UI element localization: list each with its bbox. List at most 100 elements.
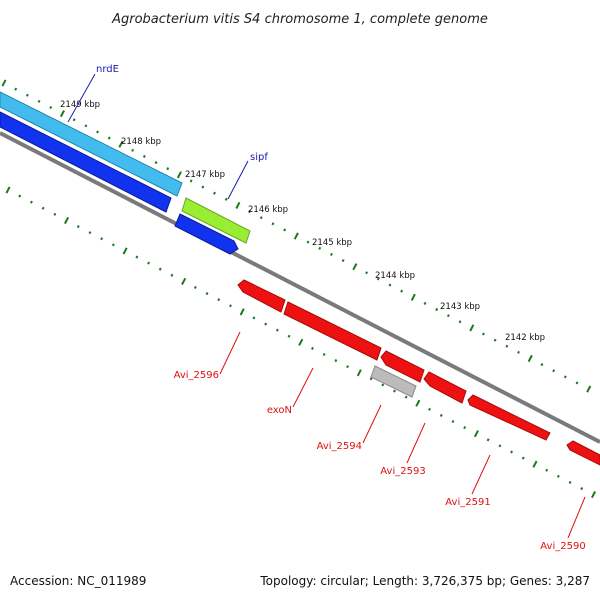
- outer-tick-mark: [435, 307, 439, 312]
- gene-label-exoN[interactable]: exoN: [267, 405, 292, 416]
- cds-forward-1[interactable]: [0, 111, 172, 213]
- gene-label-sipf[interactable]: sipf: [250, 152, 268, 163]
- kbp-label-2148: 2148 kbp: [121, 137, 161, 147]
- outer-tick-ring: [1, 79, 592, 393]
- leader-exoN: [292, 367, 314, 408]
- kbp-label-2149: 2149 kbp: [60, 100, 100, 110]
- inner-tick-mark: [252, 316, 256, 320]
- pseudo-feature[interactable]: [370, 365, 417, 398]
- gene-label-Avi_2594[interactable]: Avi_2594: [317, 441, 362, 452]
- outer-tick-mark: [482, 332, 485, 336]
- inner-tick-mark: [205, 292, 209, 296]
- inner-tick-mark: [486, 438, 490, 442]
- inner-tick-mark: [122, 247, 128, 255]
- inner-tick-mark: [287, 334, 291, 338]
- leader-Avi_2591: [471, 454, 491, 495]
- outer-tick-mark: [235, 201, 241, 209]
- outer-tick-mark: [318, 246, 322, 250]
- leader-Avi_2594: [362, 404, 382, 444]
- outer-tick-mark: [527, 354, 533, 363]
- cds-reverse-Avi_2593[interactable]: [423, 371, 467, 404]
- inner-tick-mark: [170, 273, 174, 277]
- outer-tick-mark: [14, 87, 18, 91]
- outer-tick-mark: [166, 167, 170, 171]
- inner-tick-mark: [334, 359, 338, 363]
- inner-tick-mark: [264, 322, 268, 326]
- backbone-line: [0, 131, 600, 444]
- outer-tick-mark: [306, 240, 310, 244]
- cds-reverse-Avi_2594[interactable]: [380, 350, 425, 383]
- cds-reverse-exoN[interactable]: [283, 301, 382, 361]
- gene-label-Avi_2593[interactable]: Avi_2593: [380, 466, 425, 477]
- kbp-label-2145: 2145 kbp: [312, 238, 352, 248]
- cds-forward-2[interactable]: [174, 213, 239, 255]
- outer-tick-mark: [423, 301, 427, 305]
- gene-label-Avi_2591[interactable]: Avi_2591: [445, 497, 490, 508]
- outer-tick-mark: [142, 154, 146, 158]
- outer-tick-mark: [213, 191, 216, 195]
- kbp-label-2142: 2142 kbp: [505, 333, 545, 343]
- inner-tick-mark: [356, 369, 362, 377]
- outer-tick-mark: [271, 222, 275, 226]
- inner-tick-mark: [88, 231, 92, 235]
- outer-tick-mark: [201, 185, 205, 189]
- rna-feature-nrdE[interactable]: [0, 91, 183, 197]
- outer-tick-mark: [293, 232, 299, 240]
- inner-tick-mark: [193, 285, 197, 289]
- outer-tick-mark: [341, 259, 345, 263]
- inner-tick-mark: [298, 338, 304, 346]
- outer-tick-mark: [458, 320, 462, 324]
- outer-tick-mark: [376, 277, 380, 281]
- inner-tick-mark: [591, 491, 596, 499]
- inner-tick-mark: [381, 383, 385, 387]
- outer-tick-mark: [37, 99, 41, 103]
- inner-tick-mark: [545, 468, 549, 472]
- inner-tick-mark: [111, 243, 115, 247]
- outer-tick-mark: [540, 363, 544, 367]
- kbp-label-2144: 2144 kbp: [375, 271, 415, 281]
- misc-feature-sipf[interactable]: [181, 197, 251, 244]
- outer-tick-mark: [563, 375, 567, 379]
- inner-tick-mark: [311, 346, 314, 350]
- inner-tick-mark: [18, 194, 22, 198]
- outer-tick-mark: [96, 130, 99, 134]
- inner-tick-mark: [580, 487, 584, 491]
- inner-tick-mark: [181, 277, 187, 285]
- outer-tick-mark: [352, 263, 358, 271]
- outer-tick-mark: [552, 369, 556, 373]
- outer-tick-mark: [283, 228, 287, 232]
- inner-tick-mark: [147, 261, 150, 265]
- outer-tick-mark: [388, 283, 392, 287]
- inner-tick-mark: [393, 389, 396, 393]
- inner-tick-mark: [30, 200, 33, 204]
- inner-tick-mark: [275, 328, 279, 332]
- outer-tick-mark: [154, 161, 158, 165]
- outer-tick-mark: [400, 289, 404, 293]
- inner-tick-mark: [158, 267, 162, 271]
- inner-tick-mark: [322, 352, 326, 357]
- gene-label-nrdE[interactable]: nrdE: [96, 64, 119, 75]
- inner-tick-mark: [369, 377, 373, 381]
- cds-reverse-Avi_2591[interactable]: [467, 394, 551, 441]
- outer-tick-mark: [131, 148, 135, 152]
- gene-label-Avi_2590[interactable]: Avi_2590: [540, 541, 585, 552]
- inner-tick-mark: [239, 308, 245, 316]
- cds-reverse-Avi_2590[interactable]: [566, 440, 600, 466]
- inner-tick-mark: [521, 456, 525, 460]
- outer-tick-mark: [84, 124, 88, 128]
- map-title: Agrobacterium vitis S4 chromosome 1, com…: [111, 12, 488, 27]
- outer-tick-mark: [176, 171, 182, 179]
- outer-tick-mark: [330, 252, 333, 256]
- outer-tick-mark: [259, 216, 263, 220]
- leader-sipf: [227, 160, 249, 200]
- outer-tick-mark: [248, 210, 251, 214]
- outer-tick-mark: [59, 110, 65, 118]
- inner-tick-mark: [463, 426, 467, 430]
- inner-tick-mark: [473, 430, 479, 438]
- gene-label-Avi_2596[interactable]: Avi_2596: [174, 370, 219, 381]
- outer-tick-mark: [517, 350, 520, 354]
- cds-reverse-Avi_2596[interactable]: [237, 279, 286, 313]
- inner-tick-mark: [451, 419, 455, 424]
- leader-Avi_2593: [406, 422, 426, 464]
